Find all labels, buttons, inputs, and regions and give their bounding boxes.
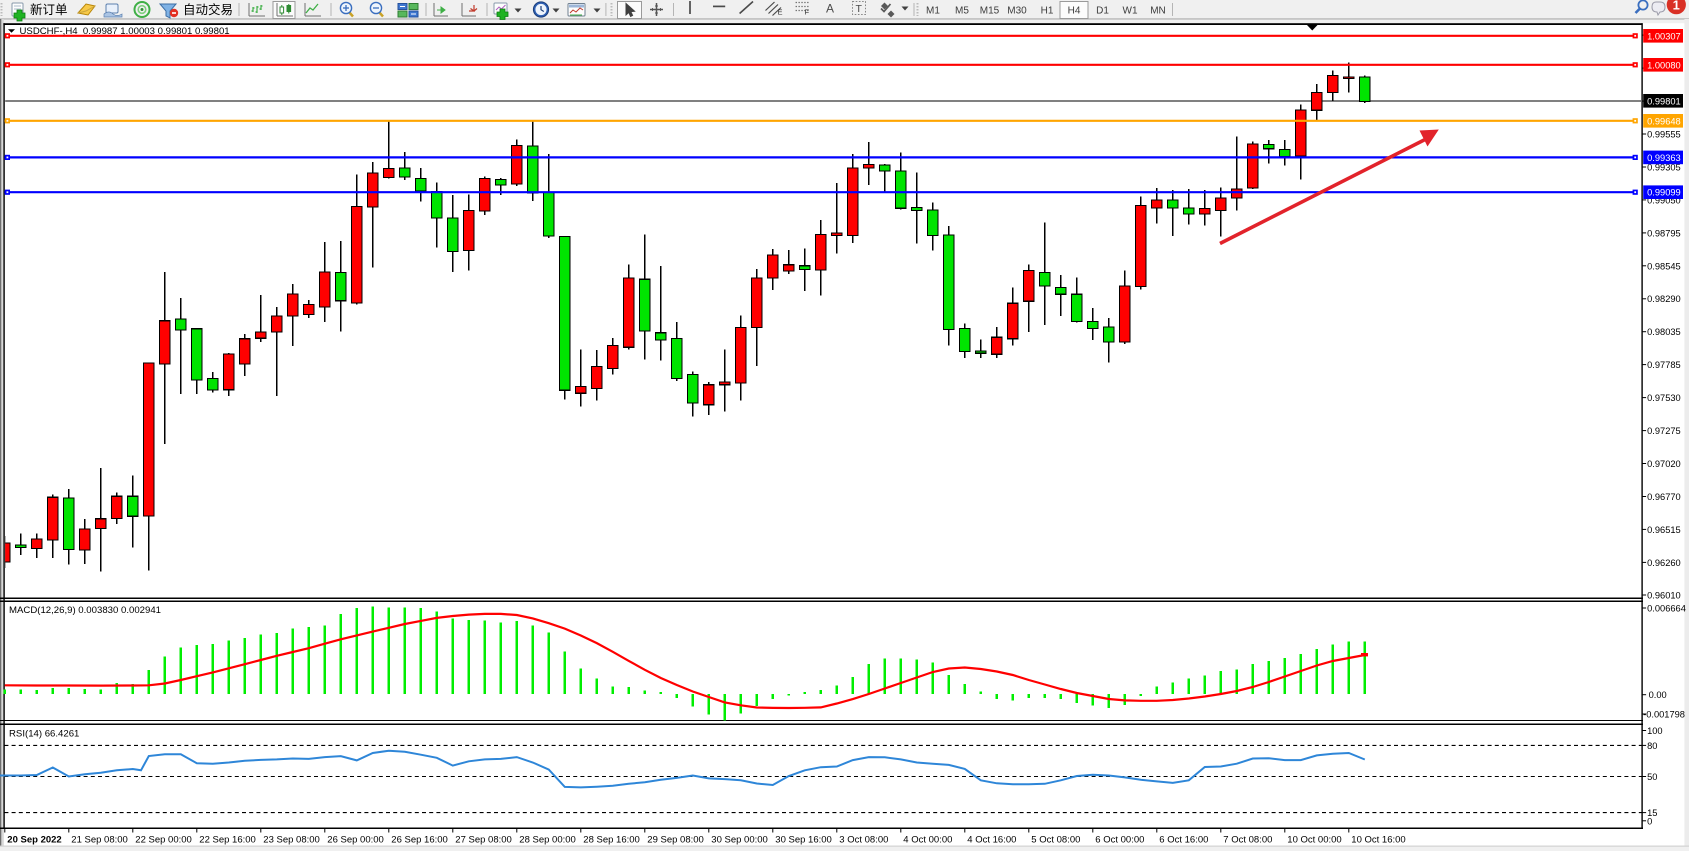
svg-text:100: 100	[1647, 726, 1663, 736]
svg-text:0.96515: 0.96515	[1647, 525, 1681, 535]
svg-text:0.99099: 0.99099	[1647, 188, 1681, 198]
svg-text:T: T	[856, 3, 863, 15]
svg-text:MN: MN	[1150, 6, 1166, 17]
svg-text:6 Oct 16:00: 6 Oct 16:00	[1159, 835, 1208, 846]
svg-text:0.96770: 0.96770	[1647, 492, 1681, 502]
svg-text:0.00: 0.00	[1649, 690, 1667, 700]
svg-text:H4: H4	[1068, 6, 1081, 17]
svg-text:4 Oct 16:00: 4 Oct 16:00	[967, 835, 1016, 846]
svg-text:22 Sep 00:00: 22 Sep 00:00	[135, 835, 192, 846]
svg-text:0.99648: 0.99648	[1647, 116, 1681, 126]
svg-text:26 Sep 00:00: 26 Sep 00:00	[327, 835, 384, 846]
svg-text:0.006664: 0.006664	[1647, 604, 1686, 614]
svg-text:0.99555: 0.99555	[1647, 130, 1681, 140]
svg-text:20 Sep 2022: 20 Sep 2022	[7, 835, 61, 846]
svg-text:7 Oct 08:00: 7 Oct 08:00	[1223, 835, 1272, 846]
svg-text:自动交易: 自动交易	[183, 2, 233, 17]
svg-text:6 Oct 00:00: 6 Oct 00:00	[1095, 835, 1144, 846]
svg-text:1.00080: 1.00080	[1647, 60, 1681, 70]
svg-text:0.97785: 0.97785	[1647, 360, 1681, 370]
svg-text:80: 80	[1647, 741, 1657, 751]
svg-text:0.96260: 0.96260	[1647, 558, 1681, 568]
svg-text:1: 1	[1673, 0, 1680, 12]
svg-text:4 Oct 00:00: 4 Oct 00:00	[903, 835, 952, 846]
svg-text:A: A	[826, 2, 834, 16]
svg-text:23 Sep 08:00: 23 Sep 08:00	[263, 835, 320, 846]
svg-text:30 Sep 00:00: 30 Sep 00:00	[711, 835, 768, 846]
svg-text:28 Sep 00:00: 28 Sep 00:00	[519, 835, 576, 846]
svg-text:0.98545: 0.98545	[1647, 261, 1681, 271]
svg-text:0.97020: 0.97020	[1647, 459, 1681, 469]
svg-text:5 Oct 08:00: 5 Oct 08:00	[1031, 835, 1080, 846]
svg-text:0.96010: 0.96010	[1647, 591, 1681, 601]
svg-text:M30: M30	[1007, 6, 1027, 17]
svg-text:USDCHF-,H4 0.99987 1.00003 0.: USDCHF-,H4 0.99987 1.00003 0.99801 0.998…	[20, 26, 230, 37]
svg-text:0.98035: 0.98035	[1647, 327, 1681, 337]
svg-text:30 Sep 16:00: 30 Sep 16:00	[775, 835, 832, 846]
svg-text:W1: W1	[1123, 6, 1138, 17]
svg-text:0.98290: 0.98290	[1647, 294, 1681, 304]
svg-text:29 Sep 08:00: 29 Sep 08:00	[647, 835, 704, 846]
svg-text:0.97530: 0.97530	[1647, 393, 1681, 403]
svg-text:-0.001798: -0.001798	[1643, 710, 1685, 720]
svg-text:E: E	[778, 8, 783, 17]
svg-text:0.99363: 0.99363	[1647, 153, 1681, 163]
svg-text:MACD(12,26,9) 0.003830 0.00294: MACD(12,26,9) 0.003830 0.002941	[9, 605, 161, 616]
svg-text:26 Sep 16:00: 26 Sep 16:00	[391, 835, 448, 846]
svg-text:M1: M1	[926, 6, 940, 17]
svg-text:0: 0	[1647, 816, 1652, 826]
svg-text:28 Sep 16:00: 28 Sep 16:00	[583, 835, 640, 846]
svg-text:15: 15	[1647, 808, 1657, 818]
svg-text:27 Sep 08:00: 27 Sep 08:00	[455, 835, 512, 846]
svg-text:21 Sep 08:00: 21 Sep 08:00	[71, 835, 128, 846]
svg-text:D1: D1	[1096, 6, 1109, 17]
svg-text:10 Oct 16:00: 10 Oct 16:00	[1351, 835, 1405, 846]
svg-text:0.97275: 0.97275	[1647, 426, 1681, 436]
svg-text:RSI(14) 66.4261: RSI(14) 66.4261	[9, 729, 79, 740]
svg-text:F: F	[805, 8, 810, 17]
svg-text:新订单: 新订单	[30, 2, 68, 17]
svg-text:0.99801: 0.99801	[1647, 96, 1681, 106]
svg-text:H1: H1	[1041, 6, 1054, 17]
svg-text:0.99305: 0.99305	[1647, 163, 1681, 173]
svg-text:0.98795: 0.98795	[1647, 228, 1681, 238]
svg-text:10 Oct 00:00: 10 Oct 00:00	[1287, 835, 1341, 846]
svg-text:M5: M5	[955, 6, 969, 17]
svg-text:50: 50	[1647, 772, 1657, 782]
svg-text:M15: M15	[980, 6, 1000, 17]
svg-text:0.99050: 0.99050	[1647, 195, 1681, 205]
svg-text:22 Sep 16:00: 22 Sep 16:00	[199, 835, 256, 846]
svg-text:1.00307: 1.00307	[1647, 31, 1681, 41]
svg-text:3 Oct 08:00: 3 Oct 08:00	[839, 835, 888, 846]
